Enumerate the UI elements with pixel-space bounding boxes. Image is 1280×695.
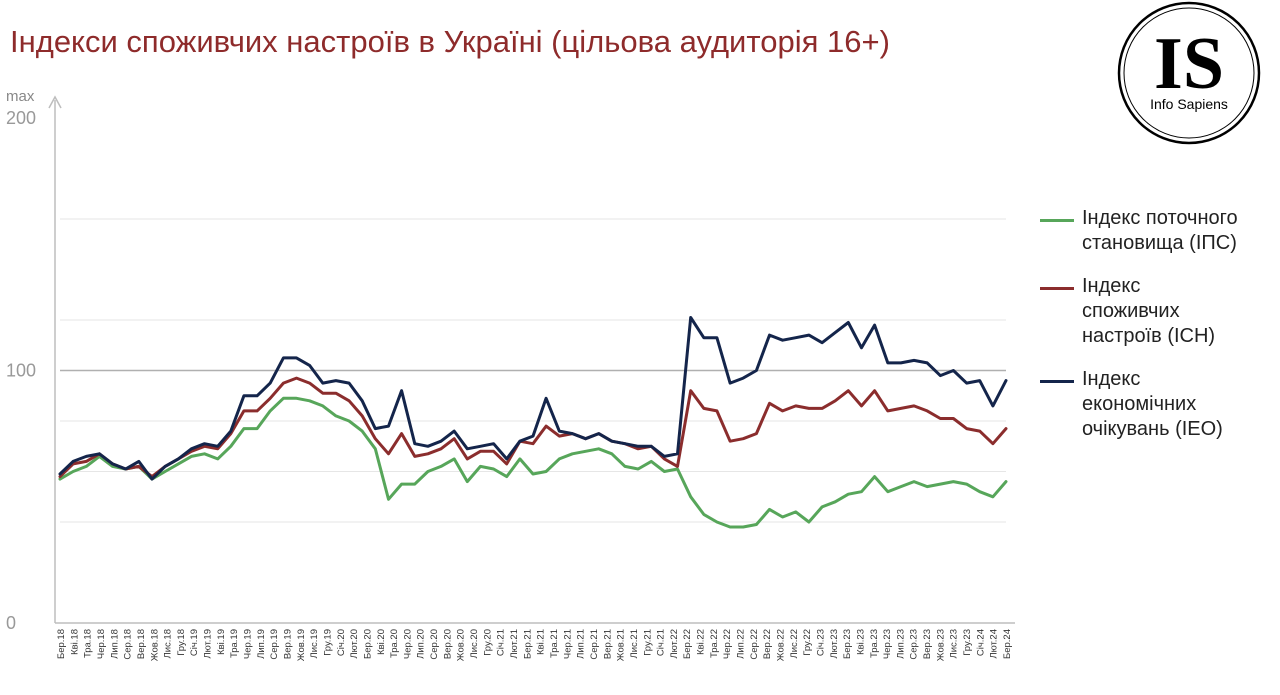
logo-mark: IS: [1154, 23, 1224, 105]
x-tick-label: Лис.18: [163, 629, 174, 659]
x-tick-label: Кві.19: [216, 629, 227, 655]
x-tick-label: Жов.22: [775, 629, 786, 661]
x-tick-label: Сер.18: [123, 629, 134, 660]
logo-subtitle: Info Sapiens: [1150, 96, 1228, 112]
x-tick-label: Чер.18: [96, 629, 107, 659]
x-tick-label: Вер.20: [442, 629, 453, 659]
x-tick-label: Лип.23: [895, 629, 906, 659]
y-tick-label: 100: [6, 361, 36, 381]
legend-label-ich: Індекс споживчих настроїв (ІСН): [1082, 275, 1216, 347]
x-tick-label: Лип.19: [256, 629, 267, 659]
x-tick-label: Чер.22: [722, 629, 733, 659]
x-tick-label: Гру.19: [322, 629, 333, 656]
y-axis-arrow: [48, 95, 62, 109]
info-sapiens-logo: IS Info Sapiens: [1117, 1, 1261, 145]
line-chart: max 0 100 200 Бер.18 Кві.18 Тра.18 Чер.18 Лип.18…: [6, 88, 1015, 661]
x-tick-label: Лют.20: [349, 629, 360, 659]
x-tick-label: Лис.21: [629, 629, 640, 659]
x-tick-label: Вер.18: [136, 629, 147, 659]
x-tick-label: Бер.21: [522, 629, 533, 659]
series-line-ips: [58, 396, 1008, 529]
x-tick-label: Чер.19: [243, 629, 254, 659]
legend-item-ich: Індекс споживчих настроїв (ІСН): [1040, 274, 1275, 349]
x-tick-label: Лют.21: [509, 629, 520, 659]
x-tick-label: Тра.22: [709, 629, 720, 658]
x-tick-label: Сер.20: [429, 629, 440, 660]
x-tick-label: Бер.20: [362, 629, 373, 659]
x-tick-label: Тра.21: [549, 629, 560, 658]
x-tick-label: Лис.19: [309, 629, 320, 659]
x-tick-label: Жов.18: [149, 629, 160, 661]
x-tick-label: Лип.21: [576, 629, 587, 659]
x-tick-label: Бер.22: [682, 629, 693, 659]
legend-swatch-ich: [1040, 287, 1074, 290]
x-tick-label: Чер.21: [562, 629, 573, 659]
x-tick-label: Кві.20: [376, 629, 387, 655]
x-tick-label: Чер.23: [882, 629, 893, 659]
x-tick-label: Лип.20: [416, 629, 427, 659]
x-tick-label: Гру.22: [802, 629, 813, 656]
x-tick-label: Лис.22: [789, 629, 800, 659]
x-tick-label: Жов.19: [296, 629, 307, 661]
legend-item-ips: Індекс поточного становища (ІПС): [1040, 206, 1275, 256]
x-tick-label: Лип.22: [736, 629, 747, 659]
x-tick-label: Жов.23: [935, 629, 946, 661]
x-tick-label: Сер.22: [749, 629, 760, 660]
x-tick-label: Січ.19: [189, 629, 200, 656]
x-tick-label: Сер.23: [909, 629, 920, 660]
x-tick-label: Лют.19: [203, 629, 214, 659]
x-tick-label: Сер.21: [589, 629, 600, 660]
x-tick-label: Гру.20: [482, 629, 493, 656]
y-tick-label: 200: [6, 108, 36, 128]
x-tick-label: Лют.24: [989, 629, 1000, 659]
x-tick-label: Кві.21: [536, 629, 547, 655]
y-max-label: max: [6, 88, 35, 105]
x-tick-label: Бер.24: [1002, 629, 1013, 659]
series-line-ich: [58, 376, 1008, 479]
x-tick-label: Лют.23: [829, 629, 840, 659]
series-line-ieo: [58, 316, 1008, 481]
x-tick-label: Тра.20: [389, 629, 400, 658]
legend-swatch-ips: [1040, 219, 1074, 222]
x-tick-label: Вер.21: [602, 629, 613, 659]
x-tick-label: Лип.18: [109, 629, 120, 659]
x-tick-label: Лис.23: [949, 629, 960, 659]
x-tick-label: Вер.22: [762, 629, 773, 659]
x-tick-label: Кві.18: [69, 629, 80, 655]
x-tick-label: Січ.20: [336, 629, 347, 656]
x-tick-label: Тра.19: [229, 629, 240, 658]
x-tick-label: Кві.22: [696, 629, 707, 655]
x-tick-label: Кві.23: [855, 629, 866, 655]
y-tick-label: 0: [6, 613, 16, 633]
x-tick-label: Жов.20: [456, 629, 467, 661]
x-tick-label: Січ.23: [815, 629, 826, 656]
chart-legend: Індекс поточного становища (ІПС) Індекс …: [1040, 206, 1275, 460]
chart-title: Індекси споживчих настроїв в Україні (ці…: [10, 24, 890, 59]
legend-swatch-ieo: [1040, 380, 1074, 383]
x-tick-label: Бер.23: [842, 629, 853, 659]
x-tick-label: Тра.18: [83, 629, 94, 658]
x-tick-label: Січ.21: [656, 629, 667, 656]
x-tick-label: Лют.22: [669, 629, 680, 659]
legend-label-ieo: Індекс економічних очікувань (ІЕО): [1082, 368, 1223, 440]
x-tick-label: Бер.18: [56, 629, 67, 659]
x-tick-label: Лис.20: [469, 629, 480, 659]
x-tick-label: Вер.19: [283, 629, 294, 659]
x-tick-label: Січ.24: [975, 629, 986, 656]
x-tick-label: Гру.18: [176, 629, 187, 656]
legend-item-ieo: Індекс економічних очікувань (ІЕО): [1040, 367, 1275, 442]
x-tick-label: Чер.20: [402, 629, 413, 659]
x-tick-label: Вер.23: [922, 629, 933, 659]
x-tick-label: Жов.21: [616, 629, 627, 661]
x-tick-label: Гру.21: [642, 629, 653, 656]
x-tick-label: Тра.23: [869, 629, 880, 658]
x-tick-label: Гру.23: [962, 629, 973, 656]
x-tick-label: Січ.21: [496, 629, 507, 656]
legend-label-ips: Індекс поточного становища (ІПС): [1082, 207, 1238, 254]
x-tick-label: Сер.19: [269, 629, 280, 660]
